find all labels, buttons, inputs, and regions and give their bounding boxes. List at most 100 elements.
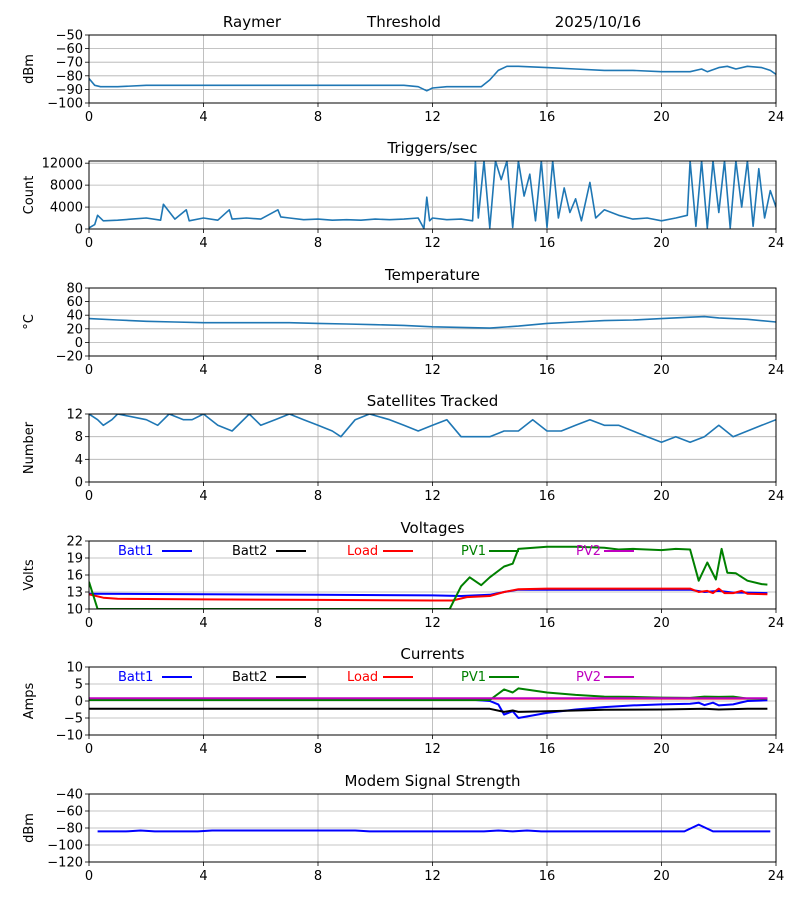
x-tick-label: 12	[424, 489, 441, 504]
legend-label-pv1: PV1	[461, 544, 486, 559]
legend-label-batt2: Batt2	[232, 544, 267, 559]
legend-label-batt2: Batt2	[232, 670, 267, 685]
y-tick-label: 20	[66, 322, 83, 337]
y-tick-label: 16	[66, 569, 83, 584]
x-tick-label: 20	[653, 110, 670, 125]
x-tick-label: 20	[653, 616, 670, 631]
x-tick-label: 8	[314, 489, 322, 504]
y-tick-label: −70	[56, 56, 83, 71]
x-tick-label: 8	[314, 236, 322, 251]
legend-label-batt1: Batt1	[118, 544, 153, 559]
y-axis-label: Number	[22, 421, 37, 474]
y-tick-label: 22	[66, 535, 83, 550]
y-tick-label: −60	[56, 42, 83, 57]
x-tick-label: 24	[768, 616, 785, 631]
y-tick-label: 0	[75, 336, 83, 351]
x-tick-label: 4	[199, 236, 207, 251]
y-axis-label: dBm	[22, 813, 37, 843]
mode-label: Threshold	[366, 13, 441, 31]
x-tick-label: 0	[85, 236, 93, 251]
x-tick-label: 0	[85, 616, 93, 631]
y-tick-label: −10	[56, 729, 83, 744]
chart-satellites: 0 4 8 12 16 20 24 0 4 8 12 Satellites Tracked Number	[22, 392, 784, 504]
y-tick-label: 40	[66, 309, 83, 324]
y-tick-label: −50	[56, 29, 83, 44]
y-tick-label: 0	[75, 476, 83, 491]
series-signal	[89, 65, 776, 92]
x-tick-label: 12	[424, 742, 441, 757]
legend-label-load: Load	[347, 544, 378, 559]
x-tick-label: 16	[539, 110, 556, 125]
x-tick-label: 16	[539, 236, 556, 251]
y-tick-label: 10	[66, 661, 83, 676]
legend-label-load: Load	[347, 670, 378, 685]
y-tick-label: 13	[66, 586, 83, 601]
series-batt2	[89, 707, 768, 713]
y-tick-label: 60	[66, 295, 83, 310]
series-triggers	[89, 161, 776, 229]
x-tick-label: 24	[768, 742, 785, 757]
x-tick-label: 24	[768, 236, 785, 251]
chart-triggers: 0 4 8 12 16 20 24 0 4000 8000 12000 Triggers/sec Cou…	[22, 139, 784, 251]
x-tick-label: 20	[653, 363, 670, 378]
x-tick-label: 12	[424, 869, 441, 884]
x-tick-label: 12	[424, 363, 441, 378]
y-axis-label: Volts	[22, 559, 37, 591]
x-tick-label: 24	[768, 110, 785, 125]
y-tick-label: −100	[47, 97, 83, 112]
chart-title: Satellites Tracked	[367, 392, 498, 410]
chart-signal: 0 4 8 12 16 20 24 −100−90−80−70−60−50 dBm	[22, 29, 784, 126]
y-tick-label: −80	[56, 69, 83, 84]
y-tick-label: −60	[56, 805, 83, 820]
legend-label-pv2: PV2	[576, 544, 601, 559]
x-tick-label: 16	[539, 616, 556, 631]
y-tick-label: −100	[47, 839, 83, 854]
y-axis-label: °C	[22, 314, 37, 330]
chart-title: Triggers/sec	[387, 139, 478, 157]
x-tick-label: 4	[199, 489, 207, 504]
x-tick-label: 16	[539, 869, 556, 884]
y-tick-label: 80	[66, 282, 83, 297]
x-tick-label: 8	[314, 363, 322, 378]
x-tick-label: 4	[199, 363, 207, 378]
series-batt1	[89, 588, 768, 597]
y-tick-label: 10	[66, 603, 83, 618]
series-modem	[97, 823, 771, 833]
x-tick-label: 0	[85, 869, 93, 884]
chart-title: Currents	[400, 645, 464, 663]
x-tick-label: 16	[539, 742, 556, 757]
x-tick-label: 12	[424, 110, 441, 125]
y-tick-label: −90	[56, 83, 83, 98]
x-tick-label: 0	[85, 489, 93, 504]
chart-title: Voltages	[400, 519, 464, 537]
y-tick-label: −20	[56, 350, 83, 365]
x-tick-label: 8	[314, 869, 322, 884]
y-tick-label: −80	[56, 822, 83, 837]
y-axis-label: Count	[22, 176, 37, 215]
x-tick-label: 20	[653, 742, 670, 757]
series-batt1	[89, 699, 768, 719]
x-tick-label: 4	[199, 110, 207, 125]
y-tick-label: 19	[66, 552, 83, 567]
y-tick-label: 8	[75, 430, 83, 445]
x-tick-label: 0	[85, 110, 93, 125]
x-tick-label: 4	[199, 616, 207, 631]
x-tick-label: 4	[199, 869, 207, 884]
y-tick-label: −120	[47, 856, 83, 871]
x-tick-label: 20	[653, 869, 670, 884]
x-tick-label: 8	[314, 742, 322, 757]
x-tick-label: 24	[768, 489, 785, 504]
x-tick-label: 8	[314, 616, 322, 631]
legend-label-batt1: Batt1	[118, 670, 153, 685]
x-tick-label: 24	[768, 363, 785, 378]
series-load	[89, 587, 768, 602]
legend-label-pv1: PV1	[461, 670, 486, 685]
y-tick-label: 8000	[50, 179, 83, 194]
y-tick-label: 0	[75, 223, 83, 238]
y-tick-label: 5	[75, 678, 83, 693]
x-tick-label: 8	[314, 110, 322, 125]
